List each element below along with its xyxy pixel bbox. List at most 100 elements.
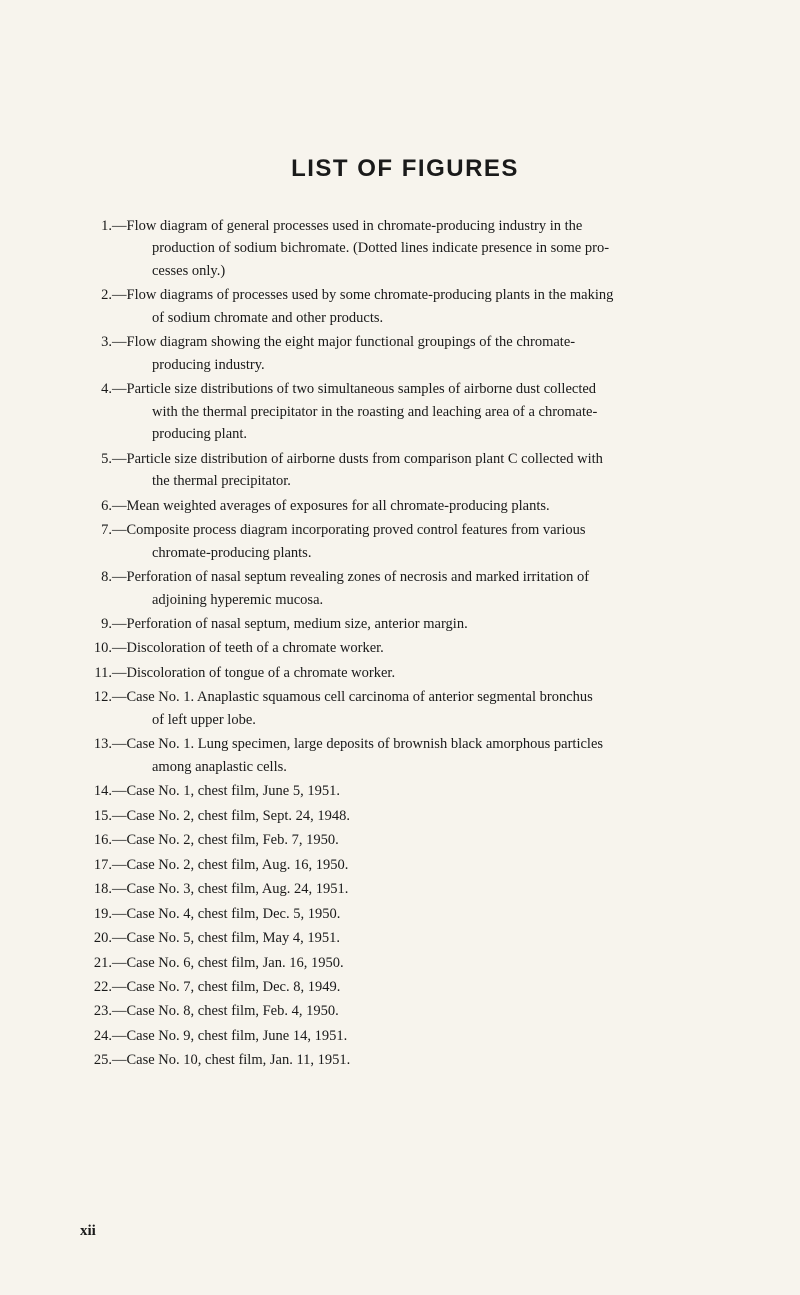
list-item: 17.—Case No. 2, chest film, Aug. 16, 195… bbox=[80, 854, 730, 876]
item-number: 16. bbox=[80, 829, 112, 851]
item-text: —Composite process diagram incorporating… bbox=[112, 519, 730, 564]
item-text: —Case No. 6, chest film, Jan. 16, 1950. bbox=[112, 952, 730, 974]
item-text: —Case No. 2, chest film, Sept. 24, 1948. bbox=[112, 805, 730, 827]
list-item: 22.—Case No. 7, chest film, Dec. 8, 1949… bbox=[80, 976, 730, 998]
item-text-line: —Case No. 2, chest film, Feb. 7, 1950. bbox=[112, 829, 730, 851]
item-text-line: —Discoloration of teeth of a chromate wo… bbox=[112, 637, 730, 659]
item-text: —Flow diagrams of processes used by some… bbox=[112, 284, 730, 329]
item-text-line: —Case No. 2, chest film, Sept. 24, 1948. bbox=[112, 805, 730, 827]
item-text-line: —Particle size distribution of airborne … bbox=[112, 448, 730, 470]
item-number: 15. bbox=[80, 805, 112, 827]
item-number: 21. bbox=[80, 952, 112, 974]
item-number: 6. bbox=[80, 495, 112, 517]
item-text-line: —Flow diagrams of processes used by some… bbox=[112, 284, 730, 306]
item-number: 19. bbox=[80, 903, 112, 925]
item-text-continuation: among anaplastic cells. bbox=[112, 756, 730, 778]
list-item: 8.—Perforation of nasal septum revealing… bbox=[80, 566, 730, 611]
item-text-line: —Case No. 3, chest film, Aug. 24, 1951. bbox=[112, 878, 730, 900]
list-item: 7.—Composite process diagram incorporati… bbox=[80, 519, 730, 564]
item-text: —Case No. 2, chest film, Feb. 7, 1950. bbox=[112, 829, 730, 851]
list-item: 25.—Case No. 10, chest film, Jan. 11, 19… bbox=[80, 1049, 730, 1071]
item-number: 24. bbox=[80, 1025, 112, 1047]
item-text-line: —Case No. 1. Lung specimen, large deposi… bbox=[112, 733, 730, 755]
item-number: 17. bbox=[80, 854, 112, 876]
item-number: 4. bbox=[80, 378, 112, 445]
item-number: 20. bbox=[80, 927, 112, 949]
item-text-continuation: producing plant. bbox=[112, 423, 730, 445]
item-text-continuation: with the thermal precipitator in the roa… bbox=[112, 401, 730, 423]
item-text-line: —Mean weighted averages of exposures for… bbox=[112, 495, 730, 517]
list-item: 1.—Flow diagram of general processes use… bbox=[80, 215, 730, 282]
item-text: —Case No. 8, chest film, Feb. 4, 1950. bbox=[112, 1000, 730, 1022]
item-number: 3. bbox=[80, 331, 112, 376]
item-text-line: —Case No. 4, chest film, Dec. 5, 1950. bbox=[112, 903, 730, 925]
item-text-line: —Case No. 9, chest film, June 14, 1951. bbox=[112, 1025, 730, 1047]
item-text-continuation: of left upper lobe. bbox=[112, 709, 730, 731]
item-text-line: —Flow diagram showing the eight major fu… bbox=[112, 331, 730, 353]
item-text-line: —Particle size distributions of two simu… bbox=[112, 378, 730, 400]
item-number: 13. bbox=[80, 733, 112, 778]
item-text-line: —Discoloration of tongue of a chromate w… bbox=[112, 662, 730, 684]
list-item: 19.—Case No. 4, chest film, Dec. 5, 1950… bbox=[80, 903, 730, 925]
list-item: 2.—Flow diagrams of processes used by so… bbox=[80, 284, 730, 329]
item-text-line: —Case No. 8, chest film, Feb. 4, 1950. bbox=[112, 1000, 730, 1022]
item-number: 23. bbox=[80, 1000, 112, 1022]
list-item: 21.—Case No. 6, chest film, Jan. 16, 195… bbox=[80, 952, 730, 974]
item-number: 2. bbox=[80, 284, 112, 329]
figures-list: 1.—Flow diagram of general processes use… bbox=[80, 215, 730, 1072]
item-number: 10. bbox=[80, 637, 112, 659]
list-item: 5.—Particle size distribution of airborn… bbox=[80, 448, 730, 493]
item-text: —Case No. 1, chest film, June 5, 1951. bbox=[112, 780, 730, 802]
item-text-continuation: chromate-producing plants. bbox=[112, 542, 730, 564]
list-item: 3.—Flow diagram showing the eight major … bbox=[80, 331, 730, 376]
item-text: —Case No. 3, chest film, Aug. 24, 1951. bbox=[112, 878, 730, 900]
item-text-line: —Case No. 5, chest film, May 4, 1951. bbox=[112, 927, 730, 949]
list-item: 18.—Case No. 3, chest film, Aug. 24, 195… bbox=[80, 878, 730, 900]
list-item: 6.—Mean weighted averages of exposures f… bbox=[80, 495, 730, 517]
item-text-line: —Case No. 6, chest film, Jan. 16, 1950. bbox=[112, 952, 730, 974]
item-text: —Particle size distribution of airborne … bbox=[112, 448, 730, 493]
item-number: 18. bbox=[80, 878, 112, 900]
item-text-continuation: the thermal precipitator. bbox=[112, 470, 730, 492]
item-text-continuation: cesses only.) bbox=[112, 260, 730, 282]
item-text: —Discoloration of teeth of a chromate wo… bbox=[112, 637, 730, 659]
list-item: 13.—Case No. 1. Lung specimen, large dep… bbox=[80, 733, 730, 778]
item-text: —Flow diagram of general processes used … bbox=[112, 215, 730, 282]
list-item: 23.—Case No. 8, chest film, Feb. 4, 1950… bbox=[80, 1000, 730, 1022]
item-text-line: —Case No. 2, chest film, Aug. 16, 1950. bbox=[112, 854, 730, 876]
item-number: 14. bbox=[80, 780, 112, 802]
list-item: 4.—Particle size distributions of two si… bbox=[80, 378, 730, 445]
list-item: 15.—Case No. 2, chest film, Sept. 24, 19… bbox=[80, 805, 730, 827]
list-item: 12.—Case No. 1. Anaplastic squamous cell… bbox=[80, 686, 730, 731]
item-number: 8. bbox=[80, 566, 112, 611]
item-number: 12. bbox=[80, 686, 112, 731]
item-text-line: —Case No. 7, chest film, Dec. 8, 1949. bbox=[112, 976, 730, 998]
item-text: —Case No. 5, chest film, May 4, 1951. bbox=[112, 927, 730, 949]
item-number: 11. bbox=[80, 662, 112, 684]
item-text-line: —Case No. 1, chest film, June 5, 1951. bbox=[112, 780, 730, 802]
item-text: —Case No. 1. Anaplastic squamous cell ca… bbox=[112, 686, 730, 731]
item-text: —Case No. 2, chest film, Aug. 16, 1950. bbox=[112, 854, 730, 876]
item-number: 22. bbox=[80, 976, 112, 998]
item-text: —Case No. 9, chest film, June 14, 1951. bbox=[112, 1025, 730, 1047]
item-number: 25. bbox=[80, 1049, 112, 1071]
item-text-continuation: of sodium chromate and other products. bbox=[112, 307, 730, 329]
item-text-line: —Case No. 1. Anaplastic squamous cell ca… bbox=[112, 686, 730, 708]
item-text-continuation: production of sodium bichromate. (Dotted… bbox=[112, 237, 730, 259]
page-title: LIST OF FIGURES bbox=[80, 155, 730, 183]
item-text: —Discoloration of tongue of a chromate w… bbox=[112, 662, 730, 684]
item-number: 9. bbox=[80, 613, 112, 635]
list-item: 10.—Discoloration of teeth of a chromate… bbox=[80, 637, 730, 659]
item-text-continuation: producing industry. bbox=[112, 354, 730, 376]
page-number: xii bbox=[80, 1223, 96, 1240]
list-item: 14.—Case No. 1, chest film, June 5, 1951… bbox=[80, 780, 730, 802]
item-text: —Flow diagram showing the eight major fu… bbox=[112, 331, 730, 376]
item-text: —Perforation of nasal septum revealing z… bbox=[112, 566, 730, 611]
item-text: —Case No. 1. Lung specimen, large deposi… bbox=[112, 733, 730, 778]
item-number: 1. bbox=[80, 215, 112, 282]
list-item: 20.—Case No. 5, chest film, May 4, 1951. bbox=[80, 927, 730, 949]
item-text: —Case No. 7, chest film, Dec. 8, 1949. bbox=[112, 976, 730, 998]
list-item: 11.—Discoloration of tongue of a chromat… bbox=[80, 662, 730, 684]
item-text-continuation: adjoining hyperemic mucosa. bbox=[112, 589, 730, 611]
item-number: 5. bbox=[80, 448, 112, 493]
